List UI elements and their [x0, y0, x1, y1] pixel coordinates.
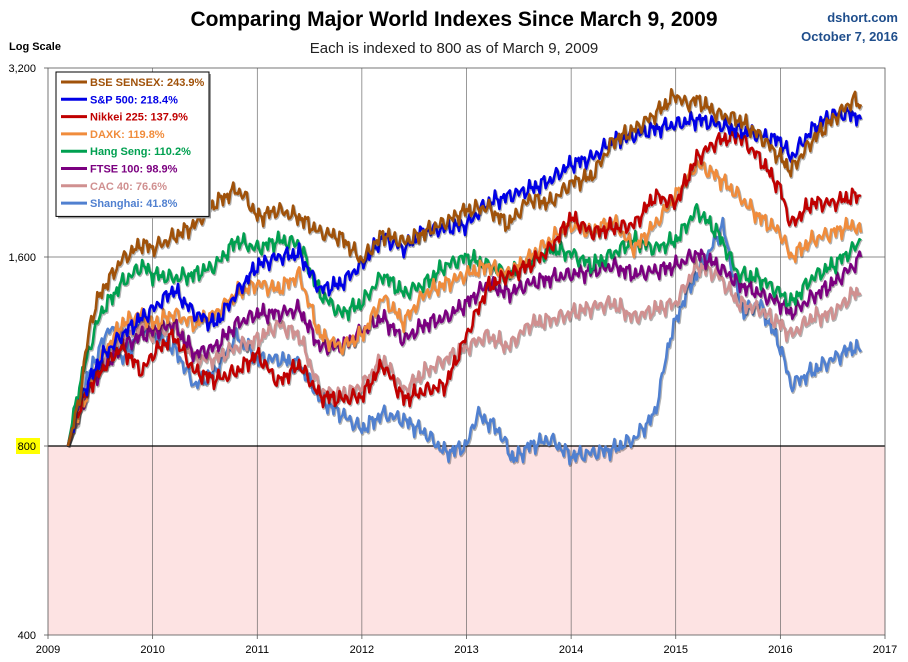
chart-title: Comparing Major World Indexes Since Marc… — [190, 8, 718, 31]
x-tick-label: 2011 — [245, 644, 269, 656]
legend-label: Hang Seng: 110.2% — [90, 146, 191, 158]
series-line-3 — [66, 125, 862, 447]
legend-label: FTSE 100: 98.9% — [90, 164, 178, 176]
x-tick-label: 2012 — [350, 644, 374, 656]
legend-item: FTSE 100: 98.9% — [61, 164, 178, 176]
legend-item: BSE SENSEX: 243.9% — [61, 77, 205, 89]
x-tick-label: 2009 — [36, 644, 60, 656]
source-date: October 7, 2016 — [801, 29, 898, 44]
legend-item: Shanghai: 41.8% — [61, 198, 178, 210]
series-layer — [66, 88, 864, 468]
legend-label: Shanghai: 41.8% — [90, 198, 178, 210]
x-tick-label: 2015 — [664, 644, 688, 656]
chart-subtitle: Each is indexed to 800 as of March 9, 20… — [309, 40, 599, 57]
series-line-2 — [66, 105, 863, 447]
x-tick-label: 2014 — [559, 644, 583, 656]
y-tick-label: 1,600 — [8, 252, 36, 264]
axes: Log Scale 400 800 1,600 3,200 2009 2010 2011 201… — [8, 41, 897, 656]
series-line-4 — [66, 159, 863, 447]
source-block: dshort.com October 7, 2016 — [801, 8, 898, 46]
series-line-5 — [66, 203, 862, 447]
legend-label: DAXK: 119.8% — [90, 129, 165, 141]
baseline-label-bg — [16, 438, 40, 454]
legend-label: S&P 500: 218.4% — [90, 94, 178, 106]
legend-label: BSE SENSEX: 243.9% — [90, 77, 205, 89]
legend-item: DAXK: 119.8% — [61, 129, 165, 141]
source-label: dshort.com — [827, 10, 898, 25]
legend-item: CAC 40: 76.6% — [61, 181, 167, 193]
y-tick-label: 400 — [18, 630, 36, 642]
y-axis-label: Log Scale — [9, 41, 61, 53]
x-tick-label: 2010 — [140, 644, 164, 656]
legend-item: Hang Seng: 110.2% — [61, 146, 191, 158]
legend-item: Nikkei 225: 137.9% — [61, 112, 188, 124]
legend: BSE SENSEX: 243.9% S&P 500: 218.4% Nikkei … — [55, 71, 211, 219]
x-tick-label: 2016 — [768, 644, 792, 656]
series-line-6 — [66, 248, 863, 447]
y-tick-label: 800 — [18, 441, 36, 453]
legend-box — [55, 71, 210, 217]
x-tick-label: 2013 — [454, 644, 478, 656]
legend-label: CAC 40: 76.6% — [90, 181, 167, 193]
legend-label: Nikkei 225: 137.9% — [90, 112, 188, 124]
x-tick-label: 2017 — [873, 644, 897, 656]
y-tick-label: 3,200 — [8, 63, 36, 75]
series-line-7 — [66, 256, 862, 447]
legend-item: S&P 500: 218.4% — [61, 94, 178, 106]
